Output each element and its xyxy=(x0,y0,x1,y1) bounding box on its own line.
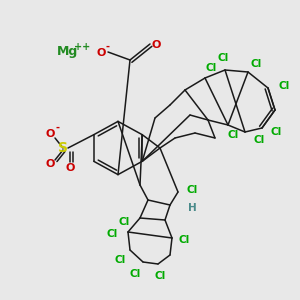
Text: S: S xyxy=(58,141,68,155)
Text: O: O xyxy=(45,129,55,139)
Text: O: O xyxy=(96,48,106,58)
Text: Cl: Cl xyxy=(114,255,126,265)
Text: O: O xyxy=(45,159,55,169)
Text: Cl: Cl xyxy=(186,185,198,195)
Text: Cl: Cl xyxy=(254,135,265,145)
Text: Cl: Cl xyxy=(227,130,239,140)
Text: Cl: Cl xyxy=(154,271,166,281)
Text: O: O xyxy=(65,163,75,173)
Text: Cl: Cl xyxy=(218,53,229,63)
Text: Mg: Mg xyxy=(57,46,79,59)
Text: Cl: Cl xyxy=(178,235,190,245)
Text: Cl: Cl xyxy=(270,127,282,137)
Text: Cl: Cl xyxy=(278,81,290,91)
Text: H: H xyxy=(188,203,196,213)
Text: Cl: Cl xyxy=(250,59,262,69)
Text: -: - xyxy=(56,123,60,133)
Text: O: O xyxy=(151,40,161,50)
Text: Cl: Cl xyxy=(106,229,118,239)
Text: -: - xyxy=(105,42,109,52)
Text: Cl: Cl xyxy=(118,217,130,227)
Text: Cl: Cl xyxy=(206,63,217,73)
Text: ++: ++ xyxy=(74,42,90,52)
Text: Cl: Cl xyxy=(129,269,141,279)
